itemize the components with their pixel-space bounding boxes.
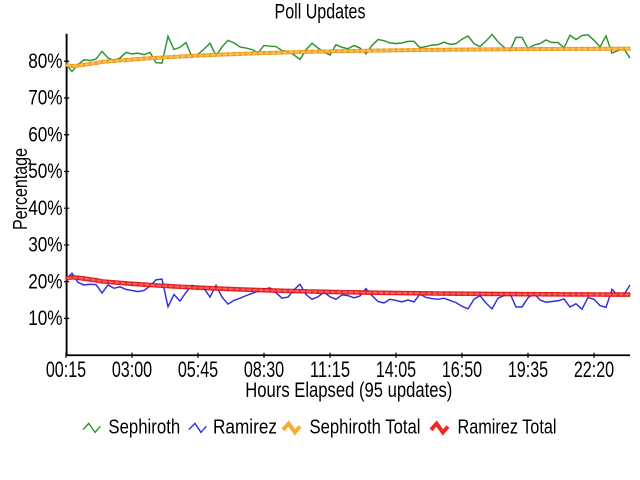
svg-text:Sephiroth: Sephiroth [108,416,180,439]
svg-text:Ramirez: Ramirez [213,416,277,439]
svg-text:14:05: 14:05 [376,357,416,382]
svg-text:Sephiroth Total: Sephiroth Total [310,416,421,439]
svg-text:10%: 10% [28,307,62,330]
svg-text:00:15: 00:15 [46,357,86,382]
svg-text:20%: 20% [28,270,62,293]
svg-text:05:45: 05:45 [178,357,218,382]
svg-text:50%: 50% [28,160,62,183]
svg-text:Ramirez Total: Ramirez Total [458,416,557,439]
svg-text:19:35: 19:35 [508,357,548,382]
svg-text:11:15: 11:15 [310,357,350,382]
svg-text:30%: 30% [28,234,62,257]
svg-text:70%: 70% [28,87,62,110]
svg-text:22:20: 22:20 [574,357,614,382]
svg-text:03:00: 03:00 [112,357,152,382]
svg-text:40%: 40% [28,197,62,220]
svg-text:80%: 80% [28,50,62,73]
svg-text:16:50: 16:50 [442,357,482,382]
svg-text:Poll Updates: Poll Updates [275,0,366,23]
svg-text:Hours Elapsed (95 updates): Hours Elapsed (95 updates) [245,379,452,402]
svg-text:60%: 60% [28,123,62,146]
svg-text:Percentage: Percentage [10,148,32,230]
svg-text:08:30: 08:30 [244,357,284,382]
